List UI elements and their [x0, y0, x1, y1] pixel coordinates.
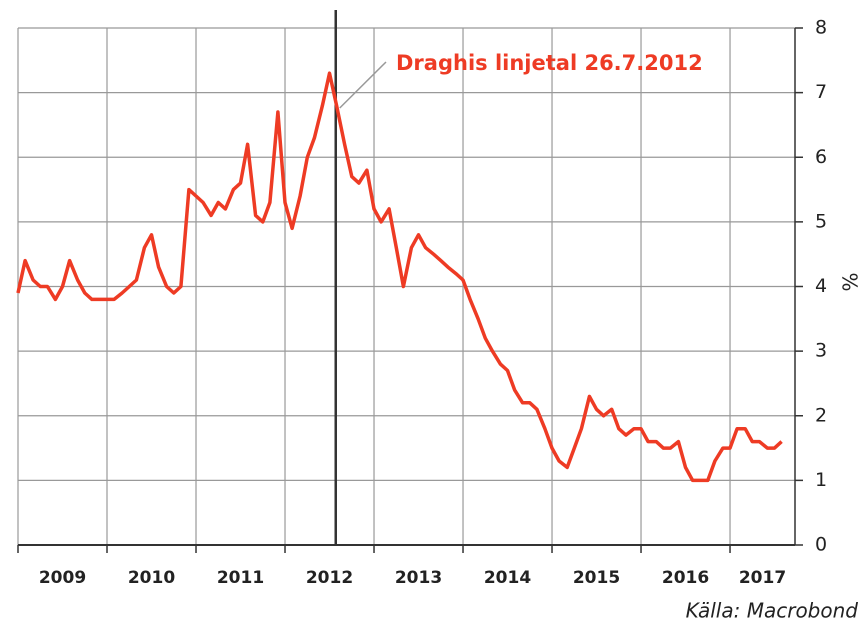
x-tick-label: 2014	[484, 568, 531, 588]
y-tick-label: 5	[815, 210, 827, 232]
x-tick-label: 2012	[306, 568, 353, 588]
y-tick-label: 8	[815, 17, 827, 39]
y-axis-label: %	[838, 272, 862, 291]
annotation-leader	[339, 61, 387, 109]
annotation: Draghis linjetal 26.7.2012	[396, 51, 703, 75]
x-tick-label: 2017	[739, 568, 786, 588]
y-tick-label: 7	[815, 81, 827, 103]
x-tick-label: 2011	[217, 568, 264, 588]
x-tick-label: 2010	[128, 568, 175, 588]
y-tick-label: 4	[815, 275, 827, 297]
x-tick-label: 2013	[395, 568, 442, 588]
y-tick-label: 6	[815, 146, 827, 168]
y-tick-label: 0	[815, 534, 827, 556]
y-tick-label: 2	[815, 404, 827, 426]
x-tick-label: 2016	[662, 568, 709, 588]
y-tick-label: 1	[815, 469, 827, 491]
x-tick-label: 2009	[39, 568, 86, 588]
data-line	[16, 71, 783, 483]
source: Källa: Macrobond	[686, 599, 859, 623]
y-tick-label: 3	[815, 340, 827, 362]
x-tick-label: 2015	[573, 568, 620, 588]
